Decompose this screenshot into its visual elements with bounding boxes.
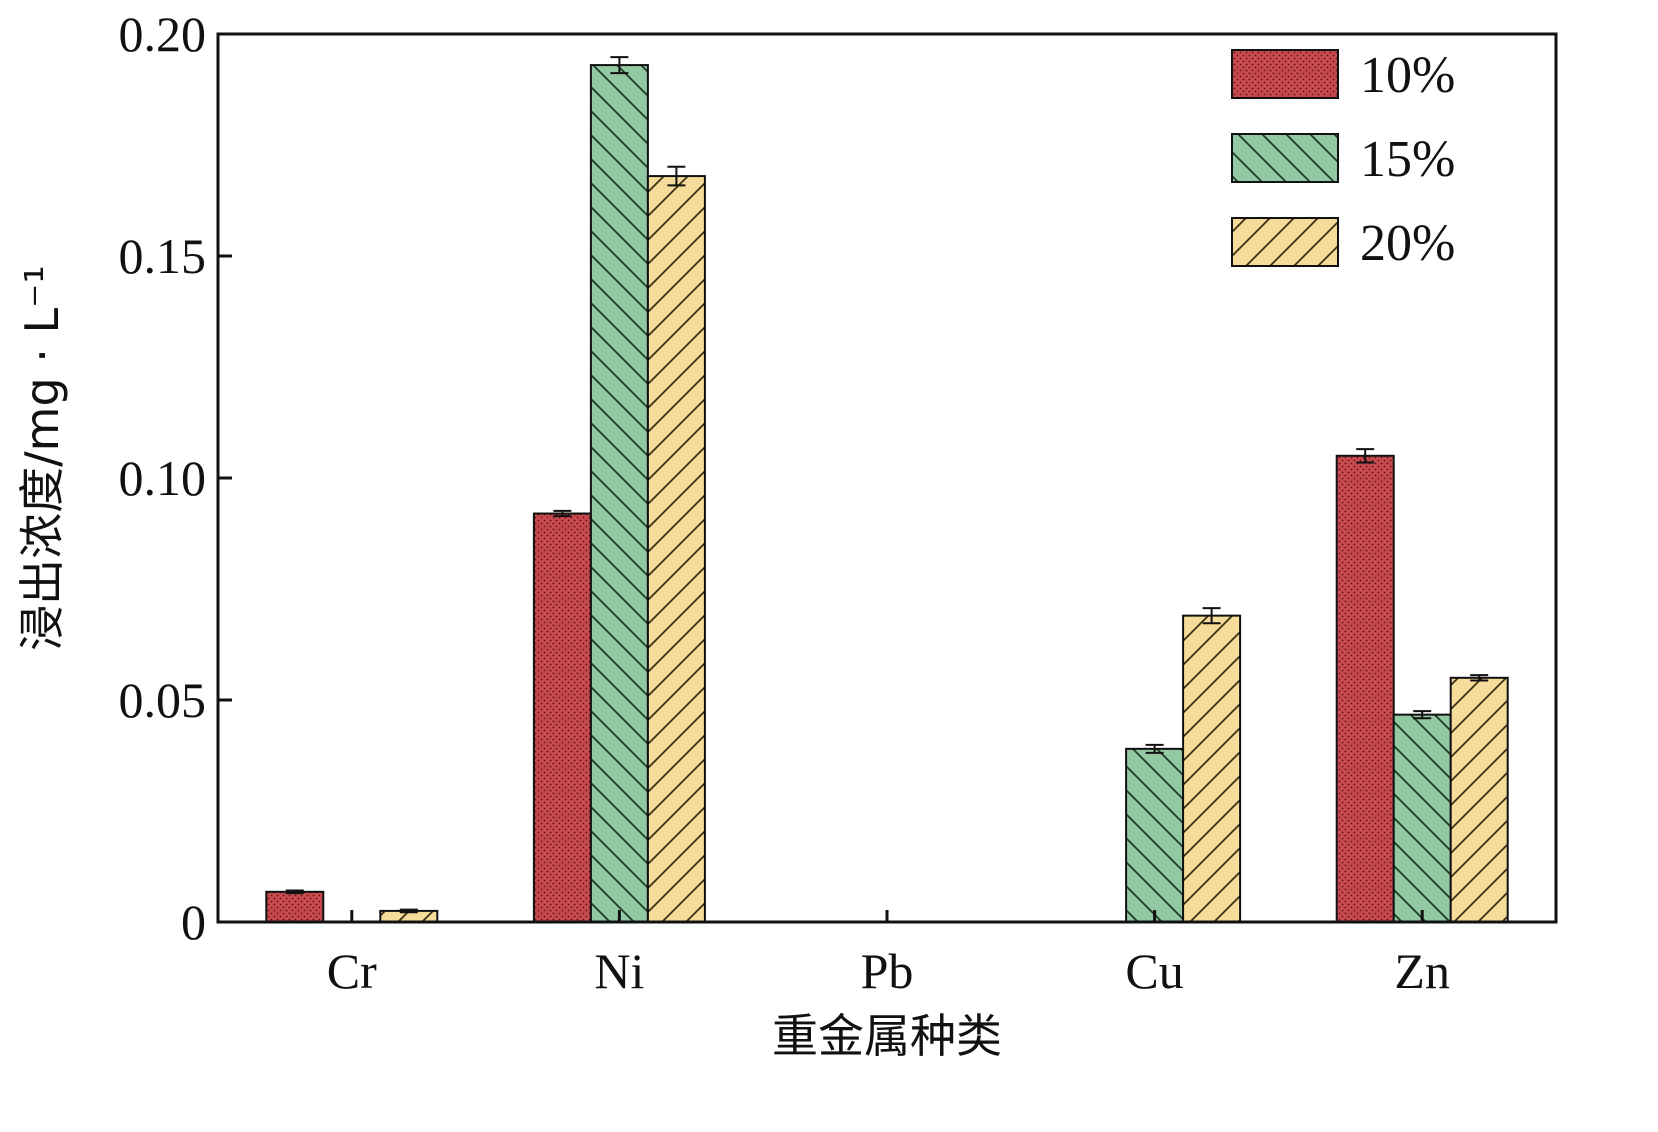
legend-swatch-10pct: [1231, 49, 1339, 99]
x-axis: Cr Ni Pb Cu Zn: [327, 910, 1450, 999]
bar-cu-15pct: [1125, 747, 1185, 924]
legend-label: 15%: [1360, 131, 1455, 188]
y-tick-label: 0.05: [119, 672, 207, 728]
error-bar: [1202, 607, 1221, 625]
x-tick-label-cr: Cr: [327, 943, 377, 999]
y-tick-label: 0.10: [119, 450, 207, 506]
bar-ni-20pct: [646, 175, 706, 923]
error-bar: [667, 165, 686, 187]
y-axis: 0 0.05 0.10 0.15 0.20: [119, 6, 232, 950]
x-tick-label-ni: Ni: [594, 943, 644, 999]
error-bar: [1145, 743, 1164, 754]
error-bar: [1470, 674, 1489, 682]
error-bar: [553, 509, 572, 518]
y-tick-label: 0.15: [119, 228, 207, 284]
error-bar: [610, 56, 629, 75]
y-tick-label: 0: [181, 894, 206, 950]
legend: 10% 15% 20%: [1231, 47, 1455, 272]
error-bar: [1413, 710, 1432, 720]
bar-zn-15pct: [1392, 713, 1452, 923]
error-bars-group: [285, 56, 1489, 914]
x-axis-title: 重金属种类: [772, 1009, 1002, 1063]
legend-label: 10%: [1360, 47, 1455, 104]
bar-cu-20pct: [1182, 614, 1242, 923]
y-tick-label: 0.20: [119, 6, 207, 62]
bar-ni-15pct: [589, 64, 649, 923]
legend-label: 20%: [1360, 215, 1455, 272]
error-bar: [399, 908, 418, 914]
bar-zn-20pct: [1449, 676, 1509, 923]
error-bar: [285, 889, 304, 895]
legend-swatch-20pct: [1231, 217, 1339, 267]
bar-cr-10pct: [265, 890, 325, 923]
legend-swatch-15pct: [1231, 133, 1339, 183]
x-tick-label-zn: Zn: [1394, 943, 1450, 999]
bar-zn-10pct: [1335, 454, 1395, 923]
x-tick-label-cu: Cu: [1125, 943, 1183, 999]
bars-group: [265, 64, 1509, 924]
error-bar: [1356, 448, 1375, 464]
bar-ni-10pct: [532, 512, 592, 924]
y-axis-title: 浸出浓度/mg · L⁻¹: [15, 265, 69, 651]
x-tick-label-pb: Pb: [861, 943, 914, 999]
